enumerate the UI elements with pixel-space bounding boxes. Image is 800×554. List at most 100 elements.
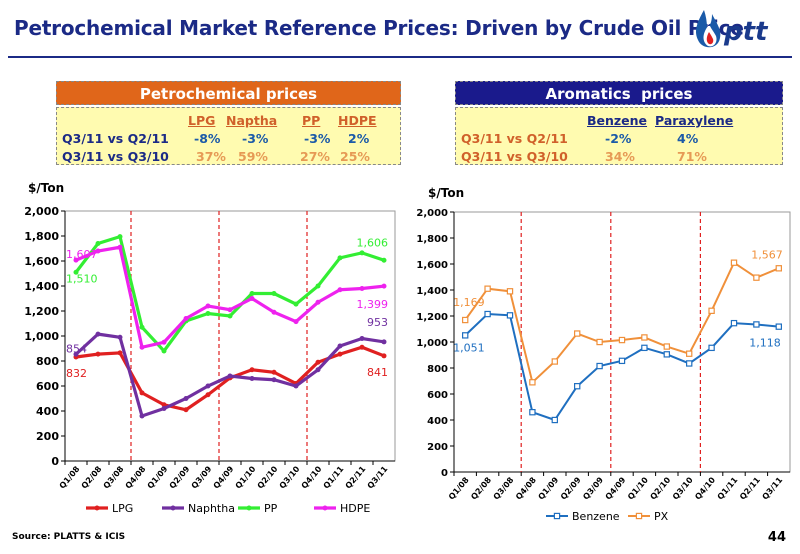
data-point-pp [73,269,79,275]
petro-row-label: Q3/11 vs Q3/10 [62,149,169,164]
data-point-hdpe [293,319,299,325]
series-line-benzene [464,313,779,422]
data-point-hdpe [161,339,167,345]
data-point-benzene [686,360,693,367]
legend-marker-pp [246,505,252,511]
data-point-benzene [663,351,670,358]
data-point-pp [139,324,145,330]
x-tick-label: Q2/11 [738,475,762,501]
data-point-lpg [183,407,189,413]
data-point-benzene [708,344,715,352]
y-tick-label: 600 [36,380,59,393]
petro-table-header: Petrochemical prices [56,81,401,105]
data-point-naphtha [73,351,79,357]
y-tick-label: 0 [51,455,59,468]
x-tick-label: Q2/10 [648,475,672,501]
x-tick-label: Q1/10 [234,464,258,490]
petro-col-hdpe: HDPE [338,113,377,128]
data-point-hdpe [337,287,343,293]
legend-label: PX [654,510,669,523]
data-point-hdpe [183,316,189,321]
x-tick-label: Q4/10 [300,464,324,490]
data-label: 1,169 [453,296,485,309]
data-point-hdpe [227,307,233,313]
data-point-px [708,307,715,314]
arom-cell: -2% [605,131,632,146]
arom-col-paraxylene: Paraxylene [655,113,734,128]
arom-col-benzene: Benzene [587,113,648,128]
data-point-hdpe [381,283,387,289]
data-point-px [461,316,469,324]
data-point-px [686,350,693,357]
x-tick-label: Q2/10 [256,464,280,490]
arom-cell: 34% [605,149,635,164]
petro-col-pp: PP [302,113,321,128]
x-tick-label: Q2/11 [344,464,368,490]
data-point-naphtha [183,396,189,401]
data-point-benzene [461,332,469,339]
x-tick-label: Q1/09 [536,475,560,501]
legend-marker-lpg [94,505,100,511]
legend-marker-hdpe [322,505,328,511]
data-point-naphtha [381,339,387,345]
x-tick-label: Q1/09 [146,464,170,490]
data-point-pp [315,283,321,289]
arom-cell: 4% [677,131,699,146]
page-title: Petrochemical Market Reference Prices: D… [14,16,744,40]
petrochemical-price-chart: 0 200 400 600 800 1,000 1,200 1,400 1,600 1,800 2,… [24,205,396,515]
data-label: 1,567 [751,248,783,261]
y-tick-label: 1,400 [416,286,448,297]
y-tick-label: 1,000 [24,330,59,343]
data-point-benzene [596,362,603,370]
title-underline [8,56,792,58]
petro-table: LPG Naptha PP HDPE Q3/11 vs Q2/11 -8% -3… [56,107,401,165]
x-tick-label: Q2/09 [168,464,192,490]
data-point-lpg [205,392,211,398]
data-point-px [529,379,536,386]
data-point-lpg [315,359,321,365]
data-point-hdpe [139,344,145,350]
data-point-pp [249,291,255,296]
y-tick-label: 200 [427,442,448,453]
data-point-pp [293,301,299,307]
data-label: 854 [66,342,87,355]
data-point-hdpe [359,286,365,291]
x-tick-label: Q3/09 [190,464,214,490]
arom-table-header: Aromatics prices [455,81,783,105]
x-tick-label: Q2/08 [469,475,493,501]
data-label: 1,510 [66,272,98,285]
data-point-lpg [249,367,255,373]
x-tick-label: Q4/08 [124,464,148,490]
x-tick-label: Q3/11 [366,464,390,490]
y-tick-label: 0 [441,468,448,479]
data-point-benzene [484,310,491,318]
data-point-px [641,334,648,341]
data-point-benzene [506,312,514,319]
arom-table-body [455,107,783,165]
data-point-naphtha [117,334,123,340]
x-tick-label: Q3/08 [102,464,126,490]
y-tick-label: 1,600 [416,260,448,271]
arom-table: Benzene Paraxylene Q3/11 vs Q2/11 -2% 4%… [455,107,783,165]
y-tick-label: 1,800 [24,230,59,243]
x-tick-label: Q4/10 [693,475,717,501]
x-tick-label: Q4/08 [514,475,538,501]
data-point-naphtha [249,376,255,381]
arom-row-label: Q3/11 vs Q2/11 [461,131,568,146]
data-label: 832 [66,367,87,380]
data-point-pp [337,255,343,261]
petro-cell: -3% [304,131,331,146]
data-point-benzene [551,416,558,424]
x-tick-label: Q2/09 [559,475,583,501]
data-point-lpg [139,390,145,396]
data-point-naphtha [227,373,233,379]
data-point-benzene [529,409,536,416]
data-point-naphtha [139,413,145,419]
y-tick-label: 200 [36,430,59,443]
data-point-pp [381,257,387,263]
x-tick-label: Q1/11 [322,464,346,490]
data-point-benzene [753,321,760,328]
source-note: Source: PLATTS & ICIS [12,532,126,542]
data-label: 1,051 [453,341,485,354]
data-point-lpg [95,351,101,357]
